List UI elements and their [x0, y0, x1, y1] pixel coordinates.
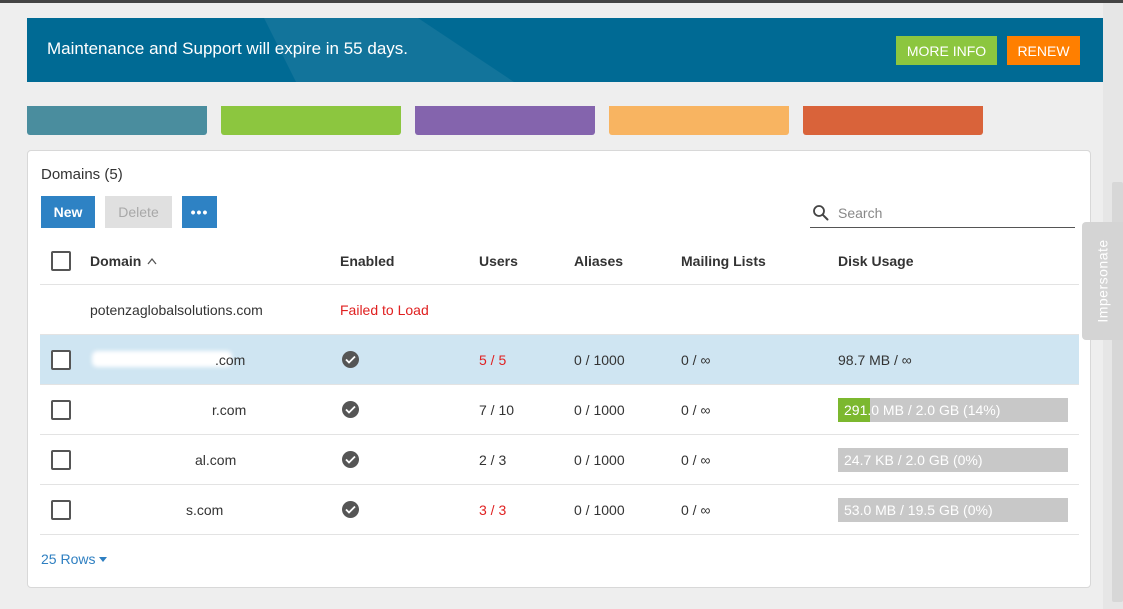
impersonate-tab[interactable]: Impersonate	[1082, 222, 1123, 340]
column-header-aliases[interactable]: Aliases	[574, 253, 624, 269]
rows-per-page-label: 25 Rows	[41, 551, 96, 567]
users-count: 5 / 5	[479, 351, 507, 368]
banner-watermark-icon	[264, 18, 514, 82]
more-info-button[interactable]: MORE INFO	[896, 36, 997, 65]
disk-usage-bar: 24.7 KB / 2.0 GB (0%)	[838, 448, 1068, 472]
aliases-count: 0 / 1000	[574, 351, 625, 368]
enabled-check-icon	[342, 335, 359, 384]
users-count: 3 / 3	[479, 501, 507, 518]
search-box[interactable]	[810, 199, 1075, 228]
redacted-text	[92, 503, 212, 517]
column-header-mailing-lists[interactable]: Mailing Lists	[681, 253, 766, 269]
disk-usage-fill	[838, 398, 871, 422]
row-checkbox[interactable]	[51, 449, 71, 470]
domain-name[interactable]: s.com	[186, 501, 224, 518]
sort-asc-icon	[147, 257, 157, 265]
stat-tile-3[interactable]	[415, 106, 595, 135]
rows-per-page-select[interactable]: 25 Rows	[41, 551, 108, 567]
table-row[interactable]: potenzaglobalsolutions.com Failed to Loa…	[40, 285, 1079, 335]
search-input[interactable]	[836, 203, 1066, 223]
redacted-text	[92, 351, 232, 367]
column-header-users[interactable]: Users	[479, 253, 518, 269]
domains-panel: Domains (5) New Delete ••• Domain Enable…	[27, 150, 1091, 588]
users-count: 7 / 10	[479, 401, 515, 418]
domain-name[interactable]: .com	[215, 351, 246, 368]
enabled-check-icon	[342, 385, 359, 434]
mailing-lists-count: 0 / ∞	[681, 351, 711, 368]
disk-usage-text: 291.0 MB / 2.0 GB (14%)	[844, 402, 1001, 418]
table-row[interactable]: al.com 2 / 3 0 / 1000 0 / ∞ 24.7 KB / 2.…	[40, 435, 1079, 485]
stat-tile-4[interactable]	[609, 106, 789, 135]
stat-tile-1[interactable]	[27, 106, 207, 135]
new-button[interactable]: New	[41, 196, 95, 228]
window-top-border	[0, 0, 1123, 3]
disk-usage-text: 98.7 MB / ∞	[838, 351, 912, 368]
select-all-checkbox[interactable]	[51, 251, 71, 271]
delete-button[interactable]: Delete	[105, 196, 172, 228]
enabled-check-icon	[342, 435, 359, 484]
impersonate-label: Impersonate	[1094, 239, 1111, 323]
domain-name[interactable]: potenzaglobalsolutions.com	[90, 301, 263, 318]
column-header-domain[interactable]: Domain	[90, 238, 157, 284]
caret-down-icon	[99, 556, 108, 562]
mailing-lists-count: 0 / ∞	[681, 501, 711, 518]
column-header-disk-usage[interactable]: Disk Usage	[838, 253, 914, 269]
more-actions-button[interactable]: •••	[182, 196, 217, 228]
aliases-count: 0 / 1000	[574, 451, 625, 468]
redacted-text	[92, 453, 222, 467]
mailing-lists-count: 0 / ∞	[681, 451, 711, 468]
domain-name[interactable]: r.com	[212, 401, 247, 418]
row-checkbox[interactable]	[51, 499, 71, 520]
aliases-count: 0 / 1000	[574, 401, 625, 418]
domain-name[interactable]: al.com	[195, 451, 237, 468]
panel-title: Domains (5)	[41, 166, 123, 183]
table-row[interactable]: .com 5 / 5 0 / 1000 0 / ∞ 98.7 MB / ∞	[40, 335, 1079, 385]
enabled-check-icon	[342, 485, 359, 534]
banner-message: Maintenance and Support will expire in 5…	[47, 39, 408, 58]
enabled-status-error: Failed to Load	[340, 301, 429, 318]
disk-usage-text: 53.0 MB / 19.5 GB (0%)	[844, 502, 993, 518]
search-icon	[813, 205, 829, 221]
table-row[interactable]: r.com 7 / 10 0 / 1000 0 / ∞ 291.0 MB / 2…	[40, 385, 1079, 435]
disk-usage-bar: 291.0 MB / 2.0 GB (14%)	[838, 398, 1068, 422]
table-row[interactable]: s.com 3 / 3 0 / 1000 0 / ∞ 53.0 MB / 19.…	[40, 485, 1079, 535]
mailing-lists-count: 0 / ∞	[681, 401, 711, 418]
users-count: 2 / 3	[479, 451, 507, 468]
aliases-count: 0 / 1000	[574, 501, 625, 518]
scrollbar-thumb[interactable]	[1112, 182, 1123, 602]
stat-tile-2[interactable]	[221, 106, 401, 135]
maintenance-banner: Maintenance and Support will expire in 5…	[27, 18, 1103, 82]
stat-tile-5[interactable]	[803, 106, 983, 135]
disk-usage-text: 24.7 KB / 2.0 GB (0%)	[844, 452, 983, 468]
row-checkbox[interactable]	[51, 349, 71, 370]
redacted-text	[92, 403, 232, 417]
column-header-enabled[interactable]: Enabled	[340, 253, 395, 269]
column-label: Domain	[90, 253, 142, 269]
table-header: Domain Enabled Users Aliases Mailing Lis…	[40, 238, 1079, 285]
row-checkbox[interactable]	[51, 399, 71, 420]
disk-usage-bar: 53.0 MB / 19.5 GB (0%)	[838, 498, 1068, 522]
renew-button[interactable]: RENEW	[1007, 36, 1080, 65]
